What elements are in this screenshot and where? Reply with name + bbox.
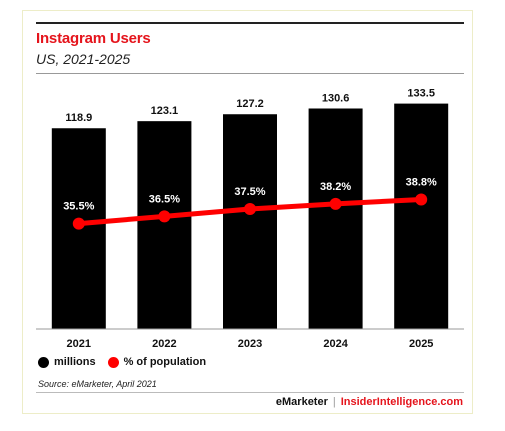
top-rule bbox=[36, 22, 464, 24]
x-tick-label-2023: 2023 bbox=[238, 338, 262, 350]
bar-2022 bbox=[137, 121, 192, 329]
x-tick-label-2021: 2021 bbox=[67, 338, 91, 350]
x-tick-label-2022: 2022 bbox=[152, 338, 176, 350]
bar-line-chart: 118.9 2021 123.1 2022 127.2 2023 130.6 2024 133.… bbox=[36, 88, 464, 350]
footer-divider bbox=[36, 392, 464, 393]
population-label-2022: 36.5% bbox=[149, 193, 180, 205]
bar-2024 bbox=[308, 108, 363, 329]
x-tick-label-2025: 2025 bbox=[409, 338, 433, 350]
footer-brand-emarketer: eMarketer bbox=[275, 396, 328, 408]
bar-2023 bbox=[223, 114, 277, 329]
population-point-2021 bbox=[72, 217, 85, 230]
footer-separator: | bbox=[332, 396, 336, 408]
population-point-2025 bbox=[415, 193, 428, 206]
population-point-2024 bbox=[329, 197, 342, 210]
bar-value-label-2023: 127.2 bbox=[236, 98, 264, 110]
legend-item-population: % of population bbox=[107, 356, 207, 368]
footer-brand-insider: InsiderIntelligence.com bbox=[340, 396, 463, 408]
bar-value-label-2024: 130.6 bbox=[322, 92, 350, 104]
bar-2025 bbox=[394, 103, 449, 329]
title-divider bbox=[36, 73, 464, 74]
source-note: Source: eMarketer, April 2021 bbox=[38, 379, 157, 389]
population-label-2024: 38.2% bbox=[320, 181, 351, 193]
chart-title: Instagram Users bbox=[36, 30, 151, 47]
population-label-2021: 35.5% bbox=[63, 201, 94, 213]
bar-value-label-2022: 123.1 bbox=[151, 105, 179, 117]
population-label-2023: 37.5% bbox=[234, 186, 265, 198]
population-point-2023 bbox=[244, 203, 256, 215]
population-point-2022 bbox=[158, 210, 171, 223]
red-dot-icon bbox=[107, 356, 119, 368]
legend: millions % of population bbox=[38, 356, 218, 368]
footer-credits: eMarketer | InsiderIntelligence.com bbox=[276, 396, 463, 408]
legend-label-millions: millions bbox=[54, 356, 96, 368]
legend-item-millions: millions bbox=[38, 356, 96, 368]
black-dot-icon bbox=[38, 356, 49, 368]
x-tick-label-2024: 2024 bbox=[323, 338, 348, 350]
chart-subtitle: US, 2021-2025 bbox=[36, 51, 131, 67]
bar-value-label-2021: 118.9 bbox=[65, 112, 92, 124]
bar-value-label-2025: 133.5 bbox=[407, 88, 435, 100]
legend-label-population: % of population bbox=[123, 356, 207, 368]
population-label-2025: 38.8% bbox=[406, 176, 437, 188]
